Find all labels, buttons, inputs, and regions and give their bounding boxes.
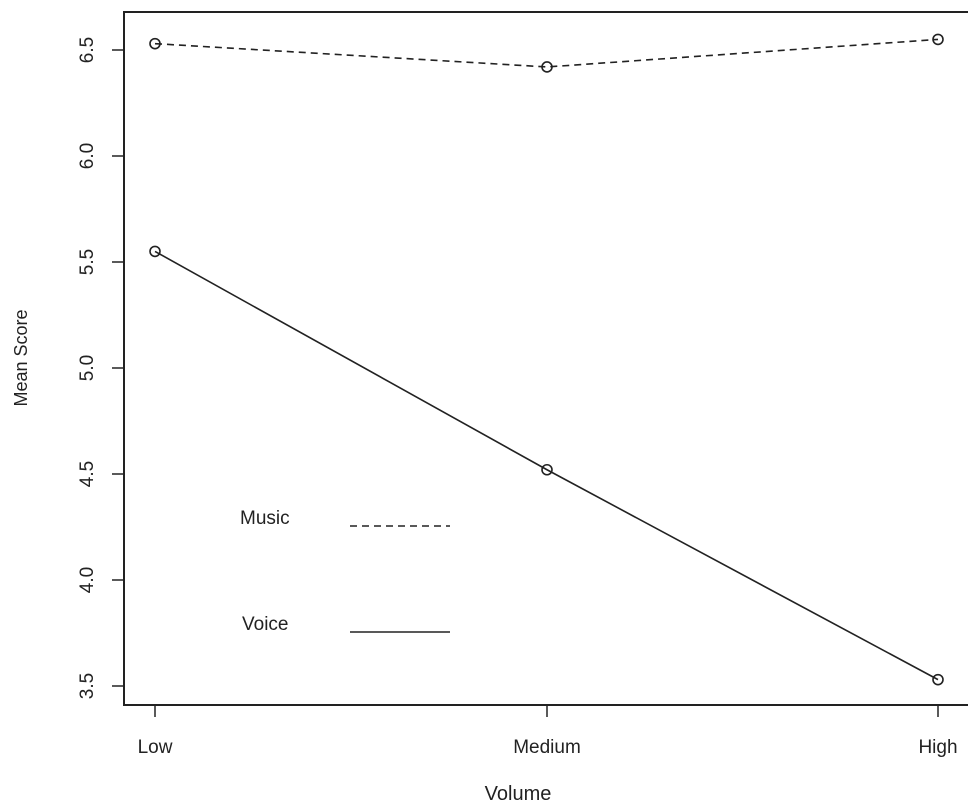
plot-frame xyxy=(123,11,968,706)
series-layer xyxy=(149,33,944,686)
data-point-music xyxy=(932,33,944,46)
y-tick-label: 3.5 xyxy=(77,673,98,699)
legend-label-voice: Voice xyxy=(242,614,288,635)
data-point-voice xyxy=(541,463,553,476)
data-point-music xyxy=(149,37,161,50)
x-tick-label: Low xyxy=(138,737,173,758)
legend: Music Voice xyxy=(240,508,450,635)
y-tick-label: 5.0 xyxy=(77,355,98,381)
data-point-music xyxy=(541,61,553,73)
y-tick-label: 5.5 xyxy=(77,249,98,275)
y-tick-label: 4.5 xyxy=(77,461,98,487)
legend-label-music: Music xyxy=(240,508,290,529)
y-axis: 3.5 4.0 4.5 5.0 5.5 6.0 6.5 xyxy=(77,37,124,699)
data-point-voice xyxy=(932,673,944,686)
y-axis-label: Mean Score xyxy=(11,309,31,406)
x-axis: Low Medium High xyxy=(138,705,958,758)
y-tick-label: 4.0 xyxy=(77,567,98,593)
x-tick-label: High xyxy=(918,737,957,758)
x-tick-label: Medium xyxy=(513,737,581,758)
data-point-voice xyxy=(149,245,161,258)
y-tick-label: 6.5 xyxy=(77,37,98,63)
x-axis-label: Volume xyxy=(485,783,552,805)
series-line-music xyxy=(154,38,939,68)
y-tick-label: 6.0 xyxy=(77,143,98,169)
series-line-voice xyxy=(154,250,939,681)
